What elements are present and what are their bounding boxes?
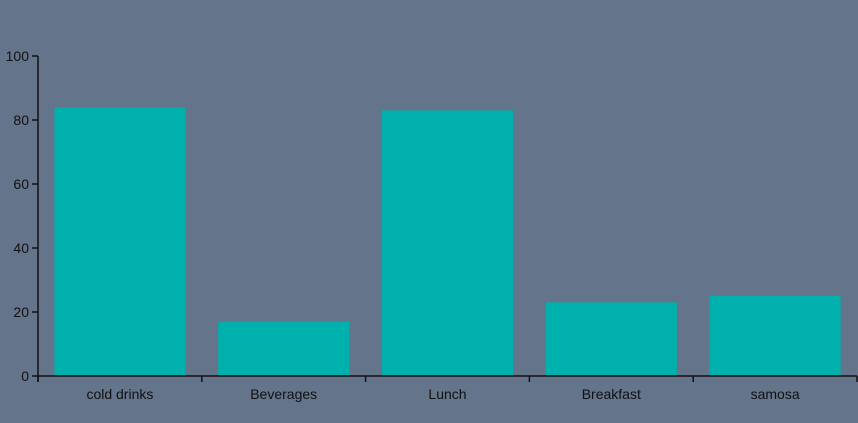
y-tick-label-2: 40 [13, 240, 29, 256]
y-tick-label-1: 20 [13, 304, 29, 320]
bar-4 [709, 296, 841, 376]
x-tick-label-0: cold drinks [86, 386, 153, 402]
y-tick-label-0: 0 [21, 368, 29, 384]
x-tick-label-1: Beverages [250, 386, 317, 402]
bar-3 [545, 302, 677, 376]
x-tick-label-2: Lunch [428, 386, 466, 402]
y-tick-label-3: 60 [13, 176, 29, 192]
bar-2 [381, 110, 514, 377]
y-tick-label-4: 80 [13, 112, 29, 128]
x-axis: cold drinks Beverages Lunch Breakfast samosa [37, 375, 858, 402]
y-axis: 0 20 40 60 80 100 [6, 48, 39, 384]
bars-group [54, 107, 841, 377]
bar-1 [218, 321, 350, 376]
bar-0 [54, 107, 186, 376]
y-tick-label-5: 100 [6, 48, 30, 64]
x-tick-label-3: Breakfast [582, 386, 641, 402]
x-tick-label-4: samosa [751, 386, 800, 402]
